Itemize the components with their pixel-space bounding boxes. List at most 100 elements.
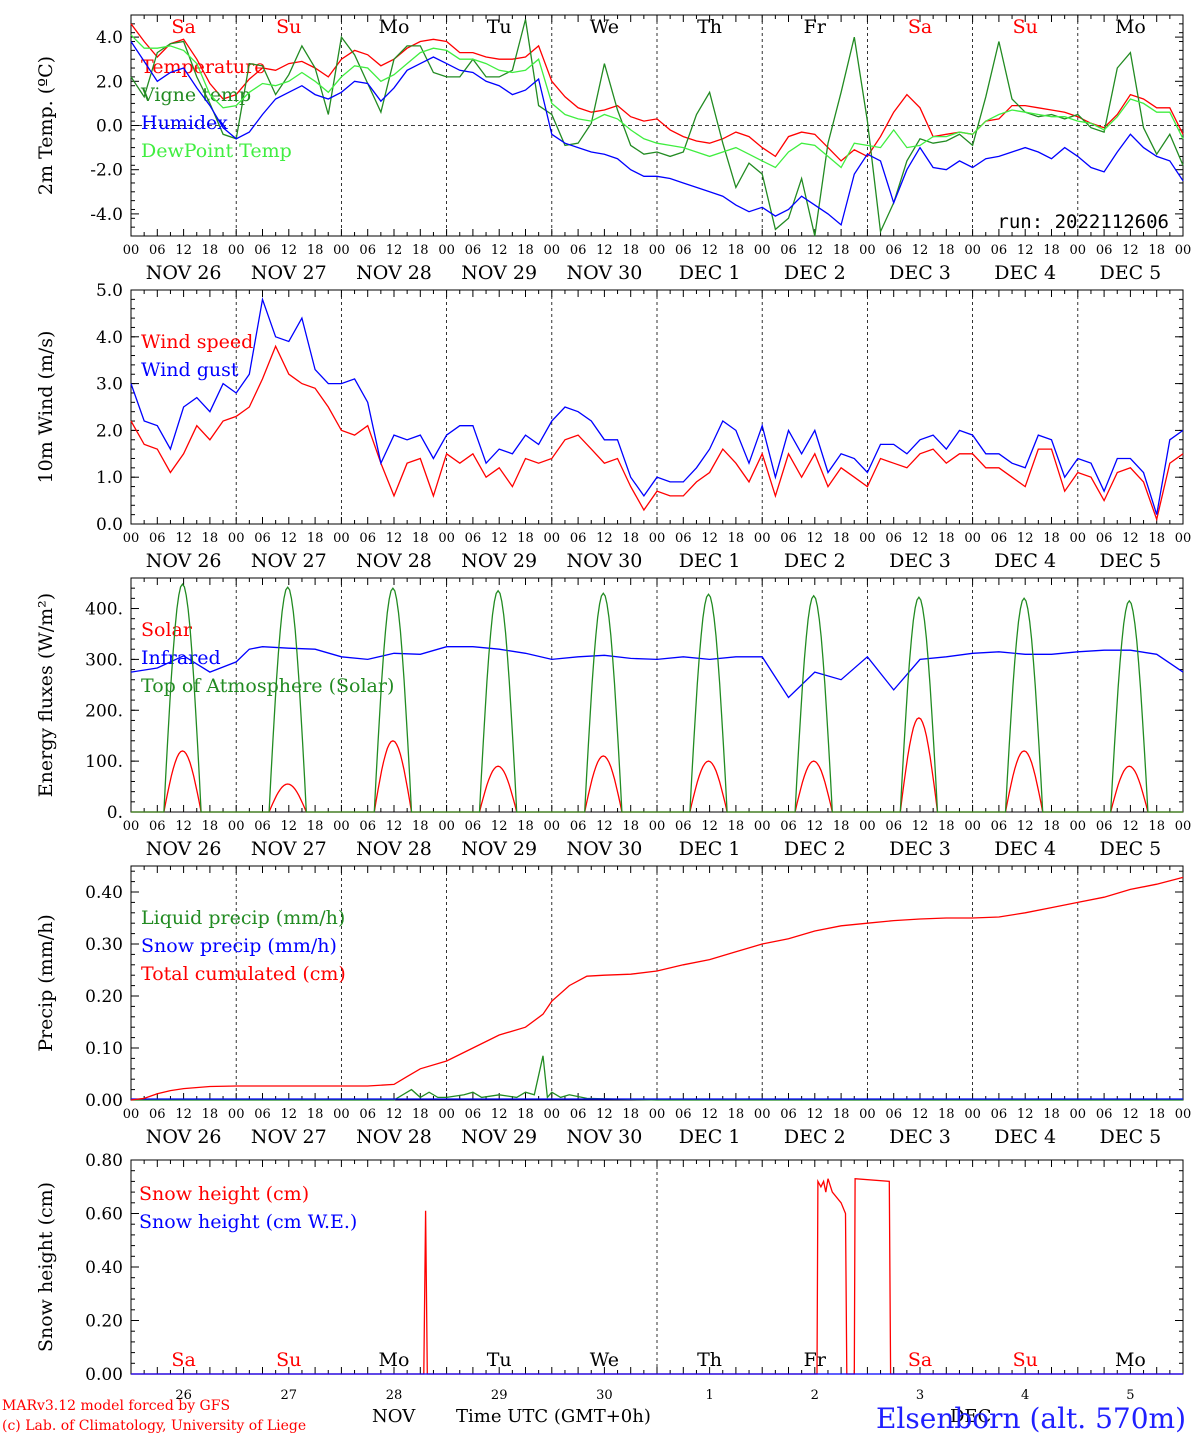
weekday-label: Mo (379, 16, 410, 38)
day-label: DEC 3 (889, 1126, 951, 1148)
hour-tick-label: 00 (964, 819, 981, 834)
hour-tick-label: 00 (123, 819, 140, 834)
hour-tick-label: 06 (991, 243, 1008, 258)
y-tick-label: 0.30 (85, 935, 123, 955)
day-label: DEC 1 (679, 550, 741, 572)
panel-5: 0.00 0.20 0.40 0.60 0.80 Snow height (cm) Snow… (35, 1151, 1184, 1403)
hour-tick-label: 00 (544, 531, 561, 546)
hour-tick-label: 00 (964, 531, 981, 546)
hour-tick-label: 12 (1017, 531, 1034, 546)
hour-tick-label: 06 (359, 531, 376, 546)
hour-tick-label: 06 (359, 819, 376, 834)
hour-tick-label: 12 (912, 243, 929, 258)
day-label: NOV 29 (461, 1126, 537, 1148)
hour-tick-label: 06 (1096, 819, 1113, 834)
hour-tick-label: 06 (570, 531, 587, 546)
hour-tick-label: 06 (570, 1107, 587, 1122)
hour-tick-label: 00 (1070, 531, 1087, 546)
run-label: run: 2022112606 (997, 211, 1169, 233)
y-tick-label: 2.0 (96, 72, 123, 92)
series-line (130, 344, 1184, 522)
series-line (130, 34, 1184, 169)
day-label: DEC 1 (679, 262, 741, 284)
hour-tick-label: 00 (1175, 531, 1192, 546)
hour-tick-label: 00 (754, 1107, 771, 1122)
hour-tick-label: 18 (412, 1107, 429, 1122)
hour-tick-label: 12 (1017, 819, 1034, 834)
hour-tick-label: 06 (1096, 243, 1113, 258)
hour-tick-label: 18 (517, 1107, 534, 1122)
hour-tick-label: 12 (1122, 819, 1139, 834)
hour-tick-label: 18 (833, 1107, 850, 1122)
y-tick-label: 0.20 (85, 1312, 123, 1332)
y-axis-label: 10m Wind (m/s) (35, 331, 57, 484)
hour-tick-label: 00 (333, 819, 350, 834)
day-label: NOV 26 (146, 550, 222, 572)
hour-tick-label: 18 (622, 531, 639, 546)
hour-tick-label: 00 (649, 243, 666, 258)
day-label: DEC 2 (784, 550, 846, 572)
hour-tick-label: 00 (964, 1107, 981, 1122)
series-line (130, 23, 1184, 162)
hour-tick-label: 06 (465, 243, 482, 258)
hour-tick-label: 18 (307, 819, 324, 834)
hour-tick-label: 00 (1070, 819, 1087, 834)
hour-tick-label: 12 (596, 243, 613, 258)
y-tick-label: 0.00 (85, 1365, 123, 1385)
hour-tick-label: 00 (1175, 243, 1192, 258)
hour-tick-label: 06 (254, 1107, 271, 1122)
hour-tick-label: 12 (386, 531, 403, 546)
hour-tick-label: 00 (333, 243, 350, 258)
hour-tick-label: 12 (281, 819, 298, 834)
weekday-label: Th (697, 16, 722, 38)
hour-tick-label: 00 (333, 531, 350, 546)
legend-entry: Vigne temp (140, 84, 251, 106)
hour-tick-label: 12 (701, 243, 718, 258)
hour-tick-label: 00 (438, 531, 455, 546)
hour-tick-label: 18 (517, 531, 534, 546)
day-label: NOV 30 (566, 550, 642, 572)
series-line (130, 646, 1184, 699)
day-label: NOV 30 (566, 262, 642, 284)
day-number-label: 4 (1021, 1388, 1029, 1403)
day-label: DEC 2 (784, 838, 846, 860)
day-label: DEC 5 (1100, 1126, 1162, 1148)
hour-tick-label: 12 (386, 243, 403, 258)
hour-tick-label: 18 (622, 1107, 639, 1122)
hour-tick-label: 00 (964, 243, 981, 258)
hour-tick-label: 12 (281, 1107, 298, 1122)
hour-tick-label: 00 (228, 1107, 245, 1122)
day-label: NOV 26 (146, 1126, 222, 1148)
hour-tick-label: 12 (596, 1107, 613, 1122)
hour-tick-label: 00 (859, 819, 876, 834)
weekday-label: Sa (171, 16, 195, 38)
hour-tick-label: 06 (465, 1107, 482, 1122)
y-tick-label: 1.0 (96, 468, 123, 488)
weekday-label: Fr (804, 1349, 827, 1371)
day-label: NOV 28 (356, 262, 432, 284)
hour-tick-label: 18 (938, 243, 955, 258)
weekday-label: Mo (1115, 16, 1146, 38)
hour-tick-label: 12 (175, 819, 192, 834)
weekday-label: We (590, 1349, 619, 1371)
hour-tick-label: 18 (202, 531, 219, 546)
hour-tick-label: 06 (1096, 531, 1113, 546)
hour-tick-label: 18 (1148, 819, 1165, 834)
hour-tick-label: 18 (833, 819, 850, 834)
hour-tick-label: 18 (412, 819, 429, 834)
weekday-label: Tu (487, 16, 512, 38)
day-label: NOV 29 (461, 550, 537, 572)
hour-tick-label: 18 (307, 243, 324, 258)
hour-tick-label: 06 (780, 243, 797, 258)
y-axis-label: Precip (mm/h) (35, 914, 57, 1052)
y-tick-label: 100. (85, 752, 123, 772)
legend-entry: Humidex (141, 112, 228, 134)
hour-tick-label: 18 (202, 243, 219, 258)
series-line (130, 876, 1184, 1101)
day-label: DEC 1 (679, 1126, 741, 1148)
day-label: DEC 3 (889, 550, 951, 572)
hour-tick-label: 18 (622, 243, 639, 258)
hour-tick-label: 18 (412, 243, 429, 258)
hour-tick-label: 12 (1122, 243, 1139, 258)
hour-tick-label: 00 (123, 1107, 140, 1122)
